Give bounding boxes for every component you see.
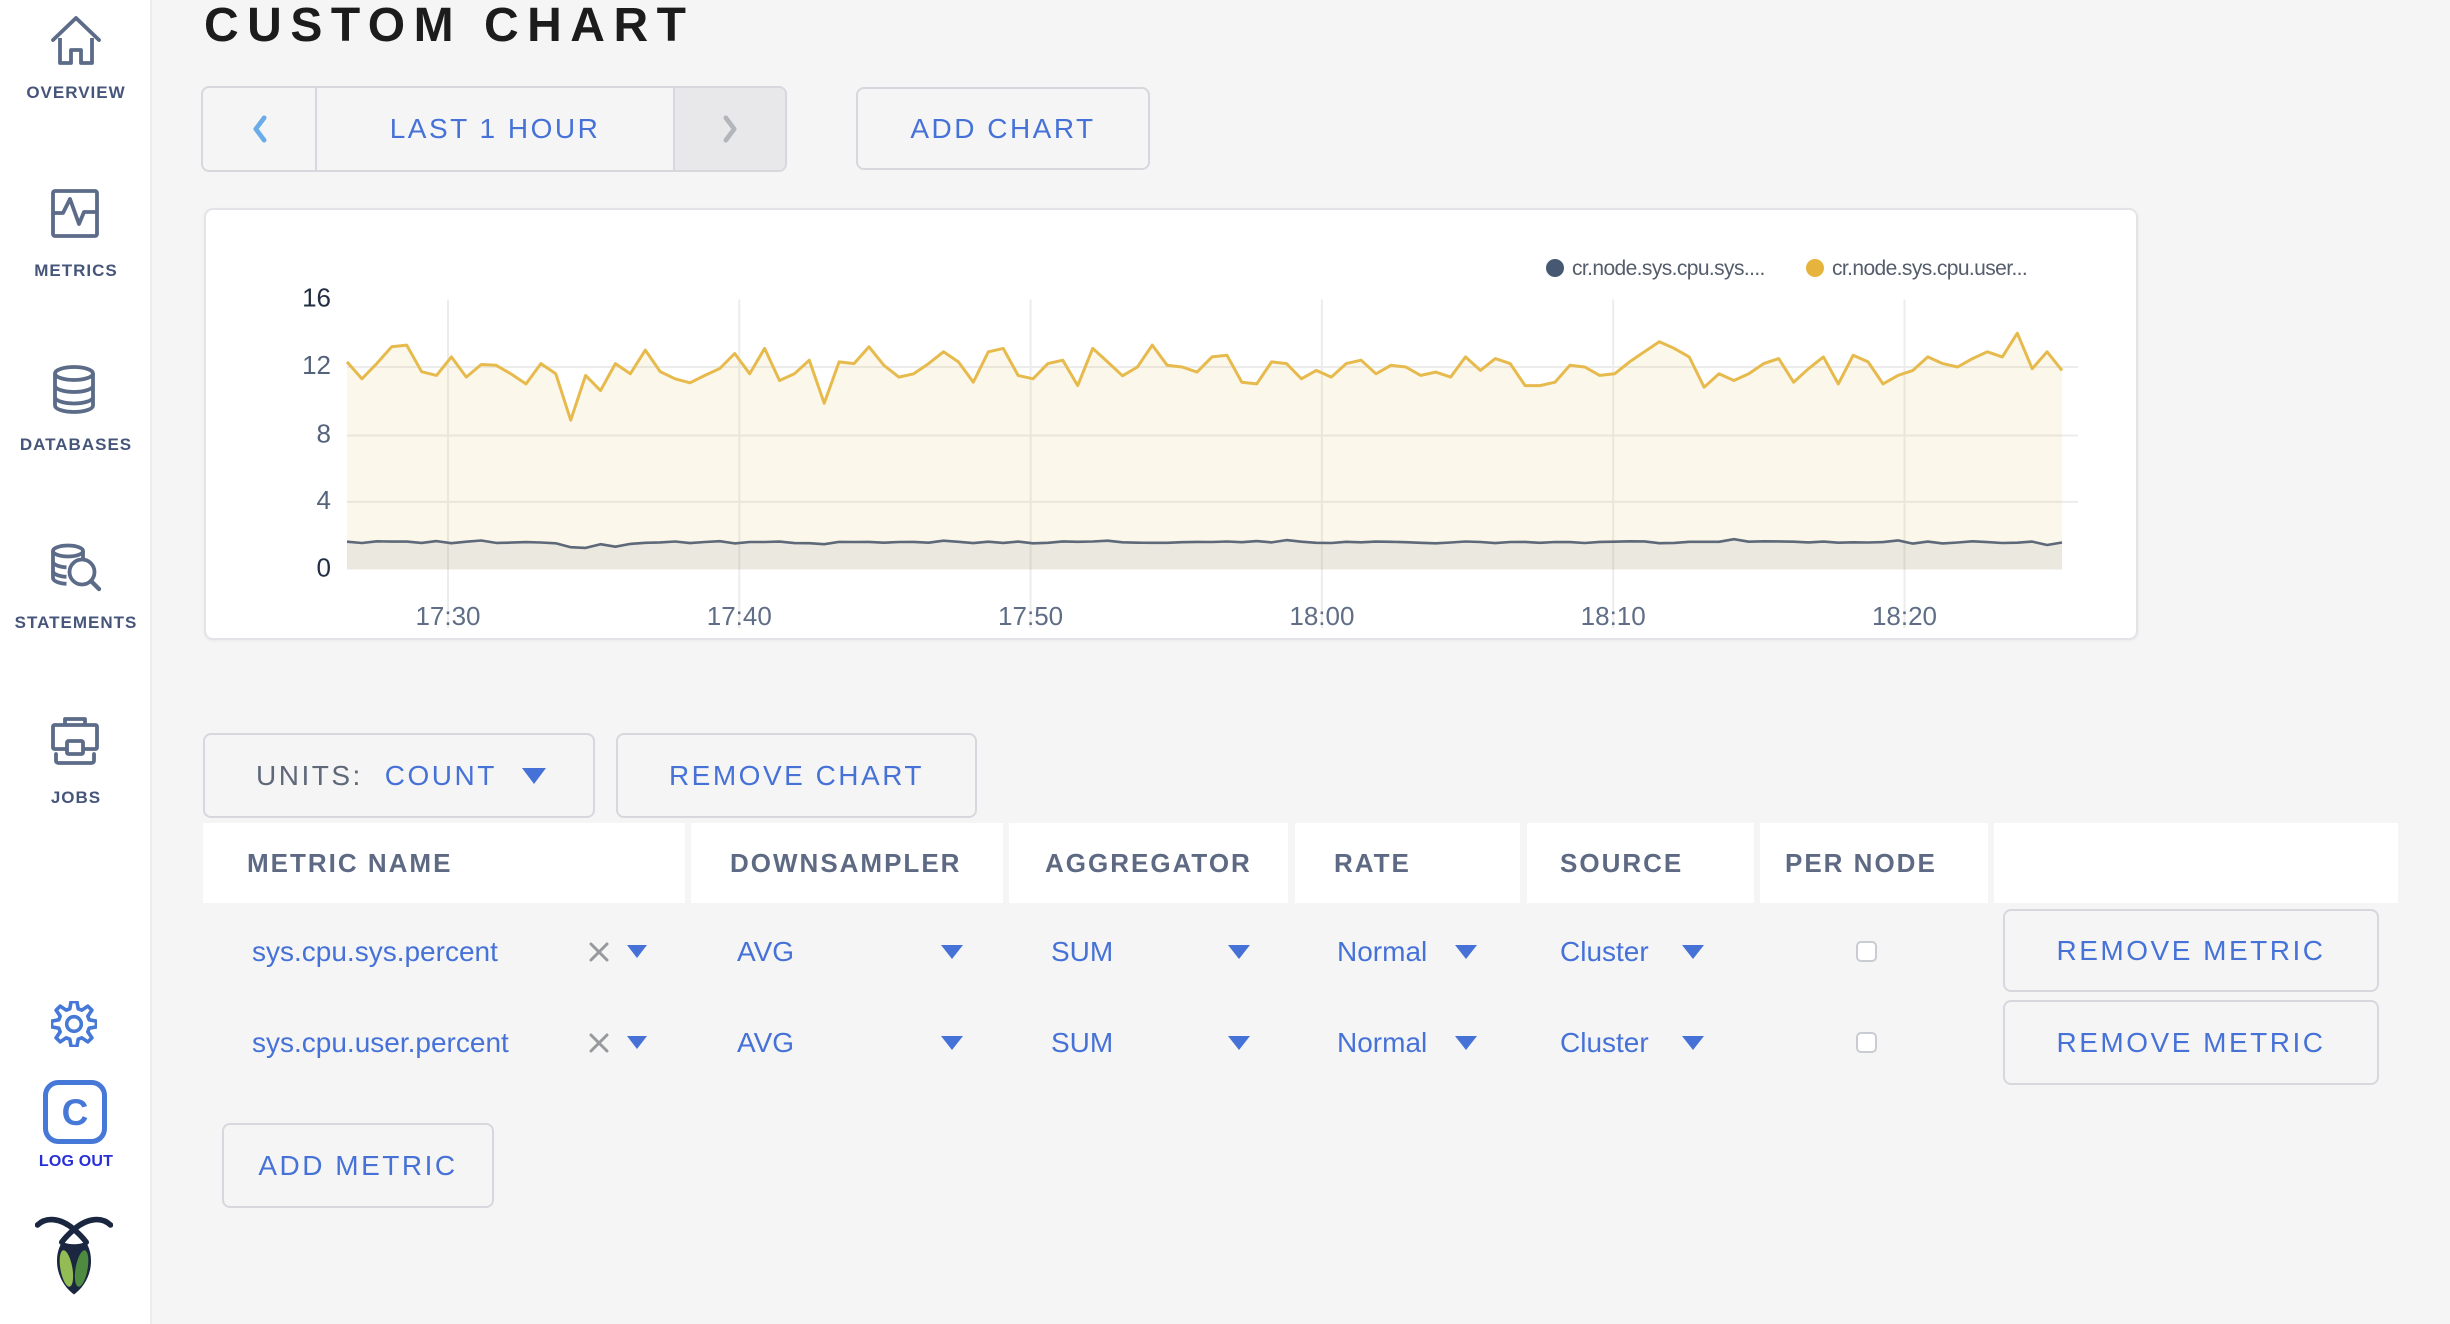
svg-text:8: 8 [317, 419, 331, 449]
svg-text:17:50: 17:50 [998, 601, 1063, 631]
svg-text:18:10: 18:10 [1581, 601, 1646, 631]
svg-text:18:20: 18:20 [1872, 601, 1937, 631]
svg-text:12: 12 [302, 350, 331, 380]
svg-text:0: 0 [317, 553, 331, 583]
svg-text:16: 16 [302, 283, 331, 313]
svg-text:18:00: 18:00 [1289, 601, 1354, 631]
svg-text:C: C [62, 1092, 89, 1133]
svg-text:4: 4 [317, 485, 331, 515]
svg-text:17:40: 17:40 [707, 601, 772, 631]
svg-text:17:30: 17:30 [415, 601, 480, 631]
